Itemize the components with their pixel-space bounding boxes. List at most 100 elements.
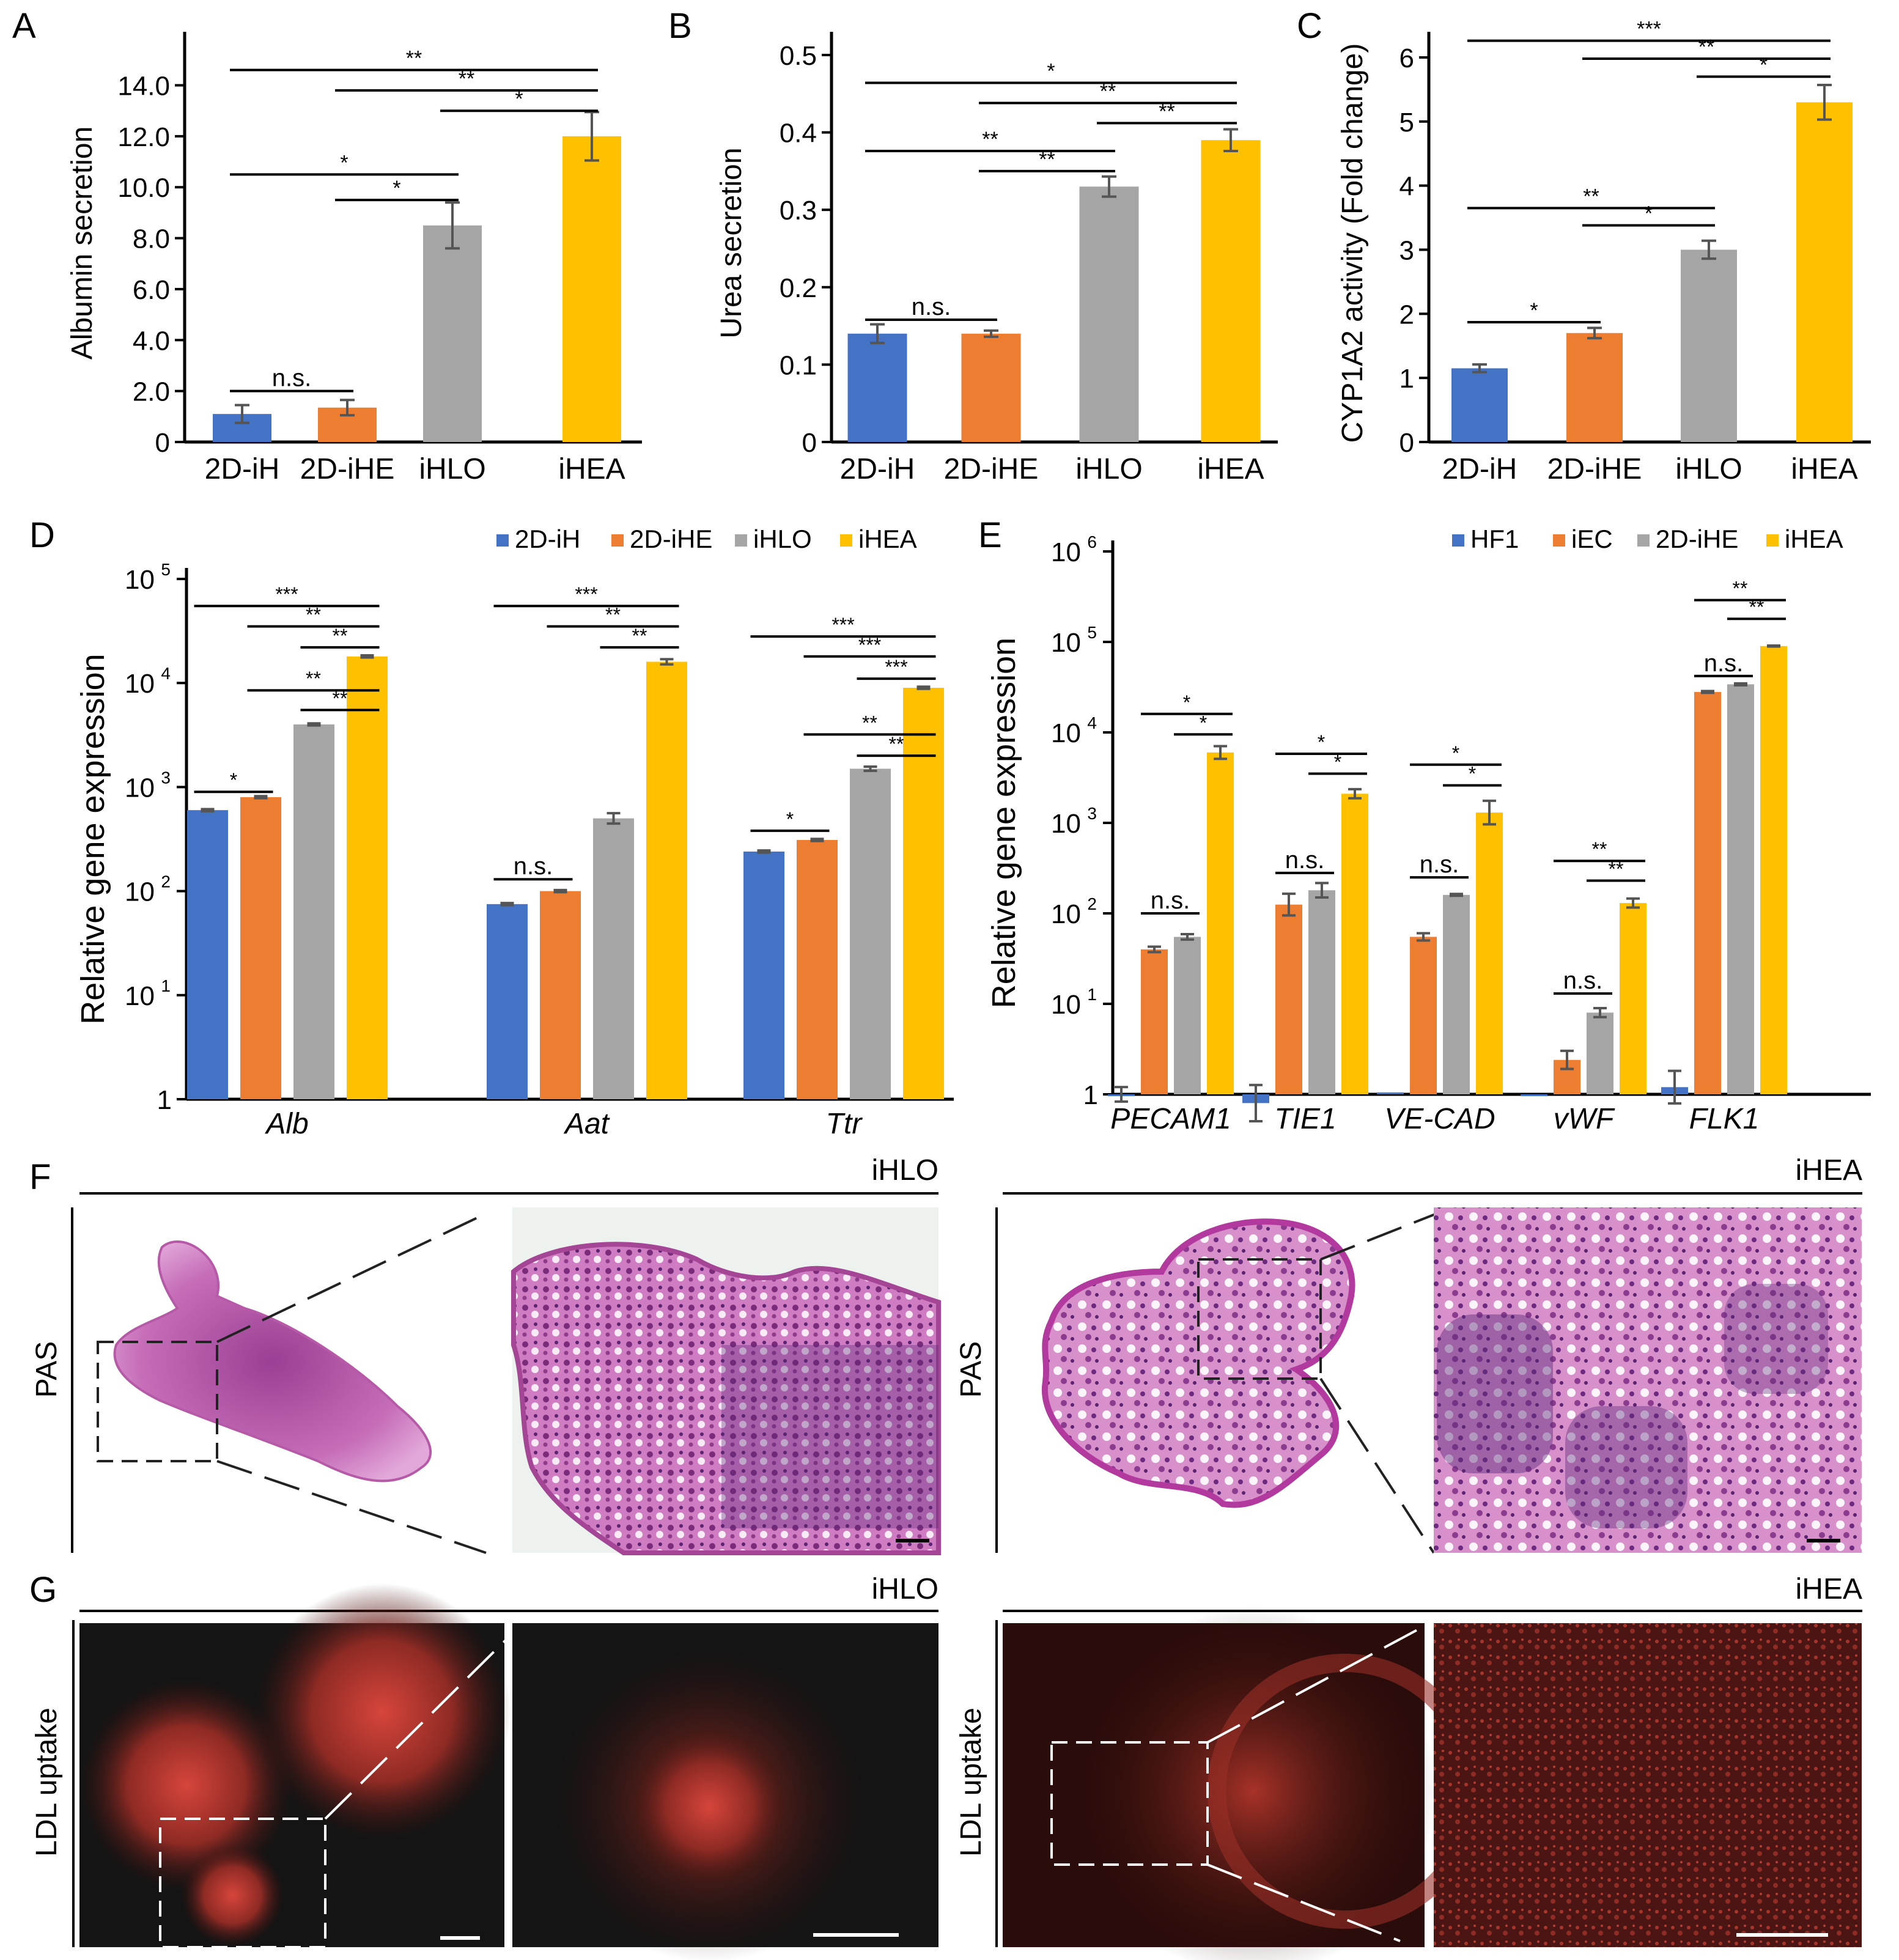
zoom-line [1207,1863,1401,1942]
zoom-line [1207,1628,1419,1744]
y-tick-label: 4 [1399,172,1414,202]
significance-label: * [786,808,794,830]
title-right: iHEA [1796,1573,1862,1605]
y-tick-label: 1 [1399,364,1414,394]
zoom-box [1197,1258,1322,1380]
bar-FLK1-iHEA [1760,646,1787,1094]
pas-tissue-highmag [511,1242,941,1555]
y-tick-label: 0.5 [780,41,817,71]
significance-label: ** [406,47,422,70]
chart-panel-E: E 1 10 1 10 2 10 3 10 4 10 5 10 6 Relative gene expres… [978,515,1871,1135]
side-label-right: LDL uptake [955,1708,987,1857]
y-tick-exponent: 2 [1087,894,1097,913]
x-tick-label: iHEA [558,453,625,485]
significance-label: * [1200,712,1207,734]
legend-label: HF1 [1470,525,1519,553]
y-tick-label: 4.0 [133,326,170,356]
significance-label: *** [885,656,907,678]
title-left: iHLO [872,1154,938,1187]
y-tick-exponent: 5 [1087,623,1097,642]
bar-PECAM1-2D-iHE [1174,937,1201,1094]
significance-label: ** [306,604,321,626]
bar-Alb-2D-iH [187,810,228,1099]
cell-cluster [1437,1314,1553,1473]
significance-label: n.s. [1704,650,1743,677]
significance-label: * [393,177,400,200]
panel-letter-B: B [668,6,692,46]
legend-swatch [496,534,509,547]
y-tick-label: 10 [125,981,155,1011]
title-right: iHEA [1796,1154,1862,1187]
significance-label: * [1318,731,1325,753]
x-tick-label: 2D-iH [1442,453,1517,485]
chart-panel-A: A 0 2.0 4.0 6.0 8.0 10.0 12.0 14.0 Albumin secret… [12,6,642,485]
x-tick-label: iHLO [1075,453,1142,485]
cell-cluster [1565,1406,1687,1528]
significance-label: *** [832,614,854,636]
bar-Ttr-iHLO [850,768,891,1099]
y-tick-exponent: 4 [1087,713,1097,732]
bar-2D-iH [1451,368,1508,442]
panel-letter-D: D [29,515,55,555]
y-axis-label: Relative gene expression [75,654,111,1024]
significance-label: ** [862,712,877,734]
x-tick-label: 2D-iHE [300,453,395,485]
bar-Aat-2D-iHE [540,891,581,1099]
y-tick-exponent: 3 [1087,804,1097,823]
y-tick-exponent: 4 [161,664,171,683]
significance-label: n.s. [1285,847,1324,874]
bar-iHLO [1079,186,1139,442]
y-tick-label: 1 [1083,1080,1098,1110]
pas-highmag-right [1434,1207,1862,1553]
spheroid [180,1843,284,1947]
y-tick-label: 12.0 [117,122,170,152]
x-tick-label: iHLO [419,453,485,485]
bar-vWF-HF1 [1521,1094,1547,1096]
spheroid [79,1678,293,1892]
legend-swatch [735,534,747,547]
y-tick-exponent: 5 [161,560,171,579]
chart-panel-B: B 0 0.1 0.2 0.3 0.4 0.5 Urea secretion 2D-iH 2D-i… [668,6,1278,485]
legend-label: iHEA [858,525,917,553]
zoom-line [1319,1377,1435,1554]
group-label: PECAM1 [1110,1103,1231,1135]
panel-letter-F: F [29,1157,51,1197]
significance-label: ** [333,625,348,647]
y-axis-label: Albumin secretion [66,127,98,360]
significance-label: ** [1583,185,1599,208]
y-tick-exponent: 1 [1087,985,1097,1004]
significance-label: n.s. [1563,967,1602,994]
significance-label: n.s. [514,853,553,880]
y-tick-label: 10 [125,669,155,699]
x-tick-label: 2D-iHE [1547,453,1642,485]
significance-label: *** [1637,18,1661,41]
significance-label: * [1183,691,1190,713]
significance-label: ** [632,625,647,647]
bar-VE-CAD-2D-iHE [1443,894,1470,1094]
significance-label: ** [605,604,621,626]
legend-swatch [1637,534,1650,547]
x-tick-label: 2D-iH [205,453,280,485]
side-label-right: PAS [955,1341,987,1398]
legend-label: 2D-iH [515,525,580,553]
legend-label: iEC [1571,525,1613,553]
dense-region [721,1345,938,1528]
significance-label: * [340,151,348,174]
significance-label: *** [575,583,597,605]
significance-label: * [1334,751,1341,773]
significance-label: * [1469,763,1476,785]
bar-iHLO [1681,249,1737,442]
group-label: TIE1 [1274,1103,1336,1135]
chart-panel-C: C 0 1 2 3 4 5 6 CYP1A2 activity (Fold change) 2D-… [1297,6,1871,485]
y-tick-label: 10 [1051,809,1081,839]
legend-label: iHEA [1785,525,1843,553]
significance-label: ** [306,668,321,690]
y-tick-label: 10 [1051,899,1081,929]
bar-vWF-2D-iHE [1587,1012,1613,1094]
bar-iHLO [423,225,482,442]
x-tick-label: iHEA [1791,453,1857,485]
y-tick-label: 10.0 [117,173,170,203]
y-tick-exponent: 6 [1087,532,1097,551]
side-label-left: LDL uptake [31,1708,63,1857]
bar-FLK1-2D-iHE [1727,684,1754,1094]
